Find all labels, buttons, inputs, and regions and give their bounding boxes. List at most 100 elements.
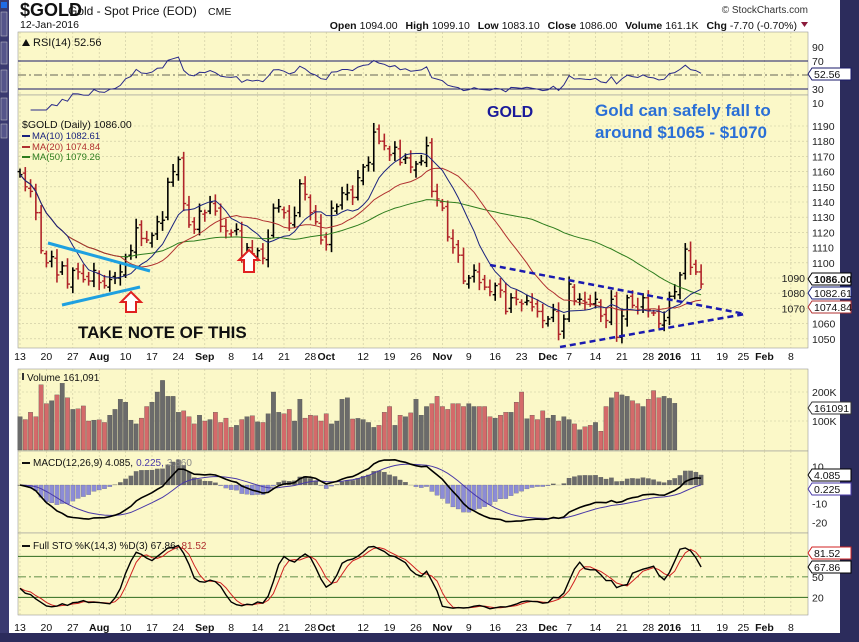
price-bar <box>381 133 387 151</box>
price-bar <box>429 138 435 198</box>
price-tick-label: 1160 <box>812 167 835 179</box>
chart-marks <box>17 56 704 610</box>
x-tick-label: 24 <box>173 622 185 634</box>
value-tags: 52.56 1086.00 1082.61 1074.84 161091 4.085 0.2… <box>807 67 852 574</box>
volume-label: Volume <box>625 20 662 32</box>
volume-bar <box>81 405 86 451</box>
price-bar <box>455 240 461 263</box>
volume-bar <box>371 427 377 451</box>
volume-bar <box>513 401 519 451</box>
price-bar <box>561 314 567 339</box>
sto-d-tag-box <box>807 546 852 560</box>
sto-d-tag: 81.52 <box>807 546 852 560</box>
toolbar-button[interactable] <box>0 123 8 139</box>
price-bar <box>297 179 303 218</box>
sto-d-tag-text: 81.52 <box>814 548 840 560</box>
ma10-value-tag: 1082.61 <box>807 286 852 300</box>
macd-line <box>19 458 702 523</box>
price-bar <box>138 220 144 247</box>
chg-label: Chg <box>706 20 726 32</box>
volume-bar <box>213 412 218 451</box>
price-bar <box>513 290 519 306</box>
price-bar <box>529 293 535 312</box>
x-tick-label: 17 <box>146 351 158 363</box>
close-value-tag-box <box>807 272 852 286</box>
macd-histogram-bar <box>197 479 202 486</box>
sto-tick-label: 20 <box>812 592 824 604</box>
price-bar <box>329 200 335 253</box>
left-toolbar[interactable] <box>0 0 9 633</box>
macd-tick-label: 10 <box>812 461 824 473</box>
price-bar <box>577 293 583 306</box>
volume-bar <box>545 417 551 451</box>
volume-bar <box>450 403 456 451</box>
macd-histogram-bar <box>96 484 102 491</box>
volume-bar <box>329 423 334 451</box>
triangle-upper-line <box>47 241 151 273</box>
macd-histogram-bar <box>181 465 186 486</box>
x-tick-label: 2016 <box>658 622 682 634</box>
price-bar <box>534 299 540 318</box>
toolbar-button[interactable] <box>0 69 8 93</box>
sto-k-line <box>19 544 702 610</box>
macd-label: MACD(12,26,9) 4.085, <box>33 458 133 469</box>
x-tick-label: 26 <box>410 622 422 634</box>
x-tick-label: 25 <box>738 351 750 363</box>
macd-histogram-bar <box>688 470 693 486</box>
x-tick-label: 16 <box>489 622 501 634</box>
x-tick-label: 8 <box>788 351 794 363</box>
price-bar <box>424 136 430 168</box>
price-tick-label: 1090 <box>782 273 806 285</box>
volume-bar <box>350 418 355 451</box>
macd-histogram-bar <box>656 481 662 486</box>
volume-bar <box>228 427 234 451</box>
volume-bar <box>218 422 223 451</box>
macd-histogram-bar <box>614 481 619 486</box>
toolbar-button[interactable] <box>0 97 8 121</box>
volume-bar <box>271 391 276 451</box>
macd-histogram-bar <box>503 484 509 499</box>
volume-bar <box>524 418 530 451</box>
macd-histogram-bar <box>514 484 519 494</box>
sto-legend: Full STO %K(14,3) %D(3) 67.86, 81.52 <box>33 541 207 552</box>
x-tick-label: 21 <box>616 351 628 363</box>
price-bar <box>482 274 488 291</box>
macd-histogram-bar <box>165 464 171 486</box>
macd-histogram-bar <box>70 484 76 502</box>
price-bar <box>75 262 81 280</box>
volume-bar <box>387 406 392 451</box>
macd-histogram-bar <box>461 484 466 513</box>
stockcharts-logo[interactable]: © StockCharts.com <box>722 5 808 16</box>
price-bar <box>476 262 482 291</box>
macd-histogram-bar <box>403 482 408 486</box>
volume-tick-label: 200K <box>812 387 837 399</box>
volume-bar <box>635 403 641 451</box>
price-bar <box>313 205 319 225</box>
price-bar <box>360 164 366 186</box>
macd-value-tag-box <box>807 468 852 482</box>
price-bar <box>22 167 28 192</box>
sto-k-tag-text: 67.86 <box>814 562 840 574</box>
volume-bar <box>281 413 287 451</box>
gold-label: GOLD <box>487 104 533 121</box>
toolbar-button[interactable] <box>0 41 8 65</box>
price-tick-label: 1060 <box>812 319 836 331</box>
sto-panel <box>17 532 809 616</box>
volume-bar <box>17 416 23 451</box>
rsi-value-tag-box <box>807 67 852 81</box>
price-bar <box>693 259 699 275</box>
rsi-panel <box>17 31 809 96</box>
x-tick-label: Nov <box>432 351 452 363</box>
macd-histogram-bar <box>323 484 329 489</box>
rsi-value-tag-text: 52.56 <box>814 69 840 81</box>
macd-histogram-bar <box>123 478 128 486</box>
volume-bar <box>54 394 60 451</box>
volume-bar <box>619 394 625 451</box>
x-tick-label: 7 <box>566 351 572 363</box>
volume-bar <box>149 401 155 451</box>
toolbar-icon[interactable] <box>1 2 7 8</box>
toolbar-button[interactable] <box>0 11 8 37</box>
price-bar <box>149 232 155 248</box>
